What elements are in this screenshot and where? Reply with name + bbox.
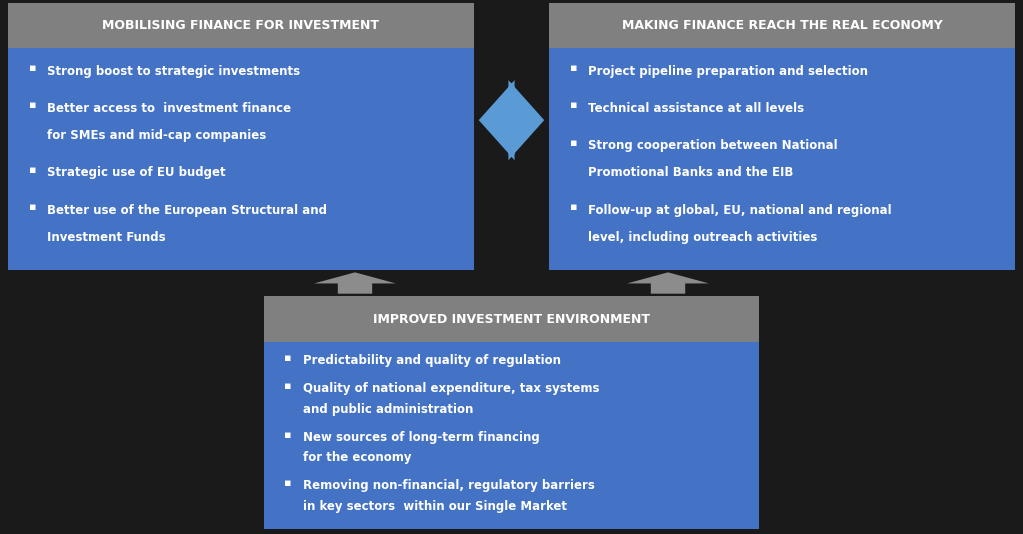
Text: Better use of the European Structural and: Better use of the European Structural an… xyxy=(47,203,327,217)
Text: ▪: ▪ xyxy=(570,138,577,147)
Bar xyxy=(549,48,1015,270)
Text: ▪: ▪ xyxy=(29,202,36,212)
Text: MOBILISING FINANCE FOR INVESTMENT: MOBILISING FINANCE FOR INVESTMENT xyxy=(102,19,380,32)
Text: MAKING FINANCE REACH THE REAL ECONOMY: MAKING FINANCE REACH THE REAL ECONOMY xyxy=(622,19,942,32)
Bar xyxy=(264,296,759,342)
Text: ▪: ▪ xyxy=(284,381,292,391)
Bar xyxy=(549,3,1015,48)
Polygon shape xyxy=(314,272,396,294)
Text: ▪: ▪ xyxy=(284,353,292,363)
Text: Removing non-financial, regulatory barriers: Removing non-financial, regulatory barri… xyxy=(303,479,594,492)
Text: and public administration: and public administration xyxy=(303,403,474,415)
Text: ▪: ▪ xyxy=(284,478,292,488)
Bar xyxy=(8,3,474,48)
Text: level, including outreach activities: level, including outreach activities xyxy=(588,231,817,244)
Text: Strong cooperation between National: Strong cooperation between National xyxy=(588,139,838,152)
Text: Quality of national expenditure, tax systems: Quality of national expenditure, tax sys… xyxy=(303,382,599,395)
Text: ▪: ▪ xyxy=(29,100,36,111)
Text: ▪: ▪ xyxy=(570,63,577,73)
Text: ▪: ▪ xyxy=(570,100,577,111)
Text: Project pipeline preparation and selection: Project pipeline preparation and selecti… xyxy=(588,65,869,77)
Bar xyxy=(264,342,759,529)
Text: IMPROVED INVESTMENT ENVIRONMENT: IMPROVED INVESTMENT ENVIRONMENT xyxy=(373,312,650,326)
Text: for the economy: for the economy xyxy=(303,451,411,464)
Text: Promotional Banks and the EIB: Promotional Banks and the EIB xyxy=(588,167,794,179)
Polygon shape xyxy=(627,272,709,294)
Text: Better access to  investment finance: Better access to investment finance xyxy=(47,102,292,115)
Text: Strategic use of EU budget: Strategic use of EU budget xyxy=(47,167,226,179)
Text: Strong boost to strategic investments: Strong boost to strategic investments xyxy=(47,65,300,77)
Text: ▪: ▪ xyxy=(570,202,577,212)
Text: in key sectors  within our Single Market: in key sectors within our Single Market xyxy=(303,500,567,513)
Text: New sources of long-term financing: New sources of long-term financing xyxy=(303,430,539,444)
Text: ▪: ▪ xyxy=(284,429,292,439)
Text: ▪: ▪ xyxy=(29,165,36,175)
Bar xyxy=(8,48,474,270)
Text: Predictability and quality of regulation: Predictability and quality of regulation xyxy=(303,354,561,367)
Text: ▪: ▪ xyxy=(29,63,36,73)
Polygon shape xyxy=(479,80,544,160)
Text: Investment Funds: Investment Funds xyxy=(47,231,166,244)
Text: for SMEs and mid-cap companies: for SMEs and mid-cap companies xyxy=(47,129,266,142)
Text: Technical assistance at all levels: Technical assistance at all levels xyxy=(588,102,804,115)
Text: Follow-up at global, EU, national and regional: Follow-up at global, EU, national and re… xyxy=(588,203,892,217)
